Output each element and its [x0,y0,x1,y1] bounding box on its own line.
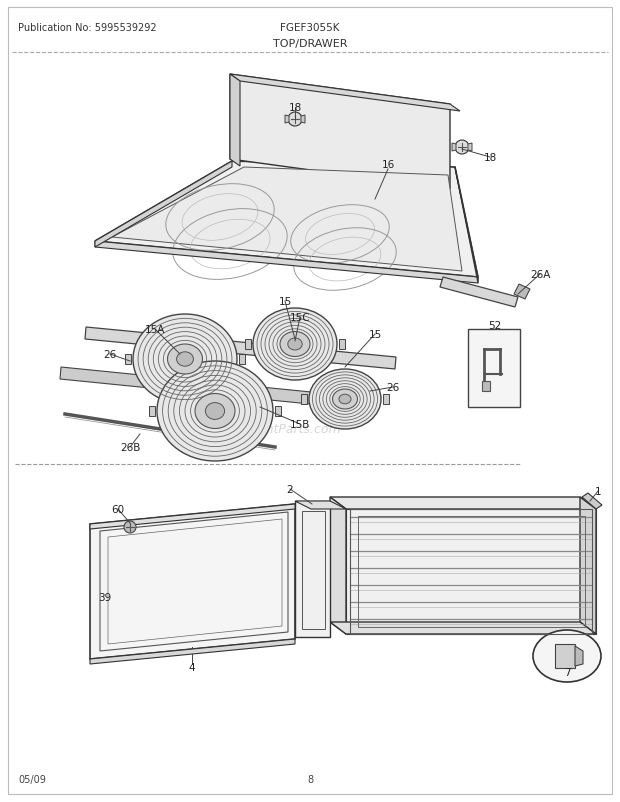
Text: 16: 16 [381,160,394,170]
Polygon shape [95,241,478,284]
Text: TOP/DRAWER: TOP/DRAWER [273,39,347,49]
Polygon shape [149,407,155,416]
Polygon shape [295,501,346,509]
Polygon shape [295,501,330,638]
Polygon shape [90,504,295,659]
Text: 60: 60 [112,504,125,514]
Polygon shape [346,509,596,634]
Polygon shape [230,75,450,190]
Polygon shape [90,639,295,664]
Text: 18: 18 [484,153,497,163]
Circle shape [455,141,469,155]
Circle shape [288,113,302,127]
Polygon shape [230,75,240,167]
Polygon shape [580,497,596,634]
Polygon shape [330,622,596,634]
Text: 26A: 26A [530,269,550,280]
Text: 05/09: 05/09 [18,774,46,784]
Polygon shape [452,144,456,152]
Text: 15B: 15B [290,419,310,429]
Polygon shape [112,168,462,272]
Ellipse shape [332,390,358,410]
Ellipse shape [280,332,310,357]
Text: 39: 39 [99,592,112,602]
Ellipse shape [195,394,235,429]
Ellipse shape [167,345,203,375]
Polygon shape [90,504,295,529]
Text: 15A: 15A [145,325,165,334]
Polygon shape [468,144,472,152]
Ellipse shape [533,630,601,683]
Polygon shape [125,354,131,365]
Text: eReplacementParts.com: eReplacementParts.com [188,423,342,436]
Polygon shape [339,339,345,350]
Text: 18: 18 [288,103,301,113]
Text: Publication No: 5995539292: Publication No: 5995539292 [18,23,157,33]
Ellipse shape [157,362,273,461]
Text: 8: 8 [307,774,313,784]
Polygon shape [330,497,596,509]
Text: 15: 15 [368,330,382,339]
Polygon shape [95,162,232,248]
Polygon shape [239,354,245,365]
Polygon shape [455,168,478,284]
Text: FGEF3055K: FGEF3055K [280,23,340,33]
Polygon shape [301,395,307,404]
Polygon shape [582,493,602,509]
Ellipse shape [133,314,237,404]
Text: 26: 26 [386,383,400,392]
Polygon shape [383,395,389,404]
Polygon shape [245,339,251,350]
Ellipse shape [309,370,381,429]
Text: 1: 1 [595,486,601,496]
Polygon shape [95,162,478,277]
Polygon shape [60,367,341,407]
Polygon shape [285,115,289,124]
Ellipse shape [205,403,224,420]
Text: 15: 15 [278,297,291,306]
Text: 15C: 15C [290,313,311,322]
Text: TLGEF3045KFA: TLGEF3045KFA [497,624,580,634]
Polygon shape [468,330,520,407]
Ellipse shape [288,338,302,350]
Polygon shape [440,277,518,308]
Text: 7: 7 [564,667,570,677]
Polygon shape [230,75,460,111]
Ellipse shape [177,352,193,367]
Polygon shape [301,115,305,124]
Text: 4: 4 [188,662,195,672]
Text: 52: 52 [489,321,502,330]
Polygon shape [85,327,396,370]
Polygon shape [575,646,583,666]
Circle shape [124,521,136,533]
Ellipse shape [339,395,351,404]
Polygon shape [275,407,281,416]
Text: 2: 2 [286,484,293,494]
Polygon shape [514,285,530,300]
Text: 26B: 26B [120,443,140,452]
Text: 26: 26 [104,350,117,359]
Polygon shape [330,497,346,634]
Polygon shape [482,382,490,391]
Polygon shape [555,644,575,668]
Ellipse shape [253,309,337,380]
